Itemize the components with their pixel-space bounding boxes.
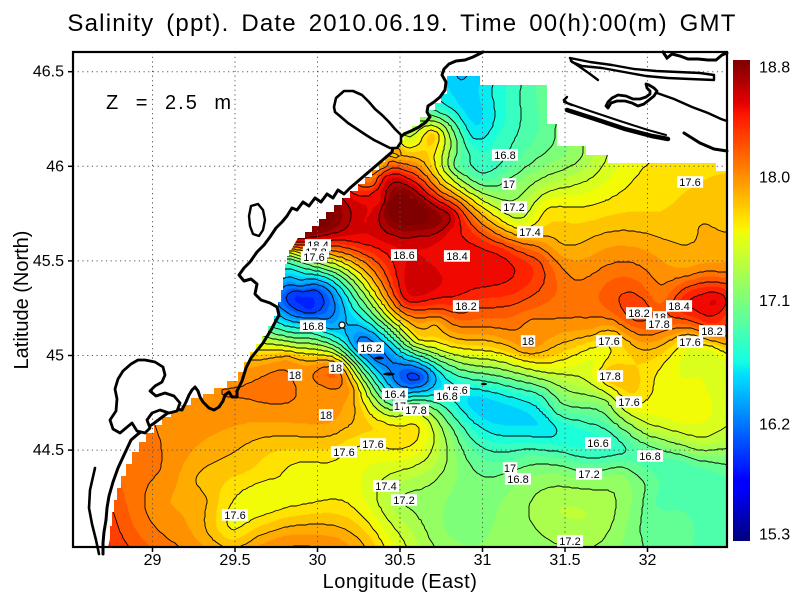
svg-text:17.1: 17.1	[759, 293, 790, 310]
svg-text:16.2: 16.2	[360, 343, 381, 355]
svg-text:Longitude (East): Longitude (East)	[323, 571, 478, 593]
svg-text:46.5: 46.5	[33, 64, 64, 81]
svg-text:16.8: 16.8	[639, 451, 660, 463]
svg-text:45: 45	[46, 348, 64, 365]
svg-text:Salinity (ppt). Date 2010.06.1: Salinity (ppt). Date 2010.06.19. Time 00…	[67, 10, 736, 37]
svg-text:31.5: 31.5	[549, 552, 580, 569]
svg-text:17.6: 17.6	[224, 510, 245, 522]
svg-text:17.8: 17.8	[648, 319, 669, 331]
svg-text:18.0: 18.0	[759, 169, 790, 186]
svg-text:32: 32	[639, 552, 657, 569]
svg-text:44.5: 44.5	[33, 442, 64, 459]
svg-text:Z = 2.5 m: Z = 2.5 m	[106, 92, 233, 114]
svg-text:17.6: 17.6	[679, 337, 700, 349]
svg-text:16.2: 16.2	[759, 417, 790, 434]
svg-text:18.8: 18.8	[759, 59, 790, 76]
svg-text:17.6: 17.6	[333, 447, 354, 459]
svg-text:16.8: 16.8	[436, 391, 457, 403]
svg-text:17.4: 17.4	[375, 481, 396, 493]
svg-text:17.6: 17.6	[362, 439, 383, 451]
svg-text:18.4: 18.4	[446, 251, 467, 263]
svg-text:17.2: 17.2	[578, 469, 599, 481]
svg-text:17.2: 17.2	[393, 495, 414, 507]
svg-text:45.5: 45.5	[33, 253, 64, 270]
svg-text:18.2: 18.2	[455, 301, 476, 313]
svg-text:18: 18	[330, 363, 342, 375]
svg-text:18.2: 18.2	[701, 326, 722, 338]
svg-text:17.8: 17.8	[599, 371, 620, 383]
svg-text:29.5: 29.5	[219, 552, 250, 569]
svg-text:16.8: 16.8	[507, 474, 528, 486]
svg-text:17.6: 17.6	[679, 177, 700, 189]
svg-text:17.6: 17.6	[303, 252, 324, 264]
svg-text:17.4: 17.4	[519, 227, 540, 239]
svg-text:31: 31	[474, 552, 492, 569]
svg-text:30: 30	[309, 552, 327, 569]
svg-text:15.3: 15.3	[759, 527, 790, 544]
svg-text:17.2: 17.2	[559, 536, 580, 548]
svg-text:18.4: 18.4	[668, 301, 689, 313]
svg-text:17: 17	[504, 463, 516, 475]
svg-text:16.8: 16.8	[494, 150, 515, 162]
svg-text:16.8: 16.8	[302, 321, 323, 333]
svg-text:Latitude (North): Latitude (North)	[11, 231, 33, 370]
svg-text:30.5: 30.5	[384, 552, 415, 569]
svg-text:18.2: 18.2	[628, 308, 649, 320]
svg-text:18: 18	[320, 410, 332, 422]
svg-text:16.4: 16.4	[384, 389, 405, 401]
svg-text:29: 29	[144, 552, 162, 569]
svg-text:16.6: 16.6	[587, 438, 608, 450]
svg-text:17.2: 17.2	[503, 202, 524, 214]
svg-text:17.6: 17.6	[618, 397, 639, 409]
svg-text:17.8: 17.8	[405, 405, 426, 417]
svg-text:18.6: 18.6	[393, 250, 414, 262]
svg-text:17.6: 17.6	[598, 336, 619, 348]
svg-text:17: 17	[503, 179, 515, 191]
svg-text:46: 46	[46, 158, 64, 175]
svg-text:18: 18	[289, 370, 301, 382]
svg-text:18: 18	[522, 336, 534, 348]
